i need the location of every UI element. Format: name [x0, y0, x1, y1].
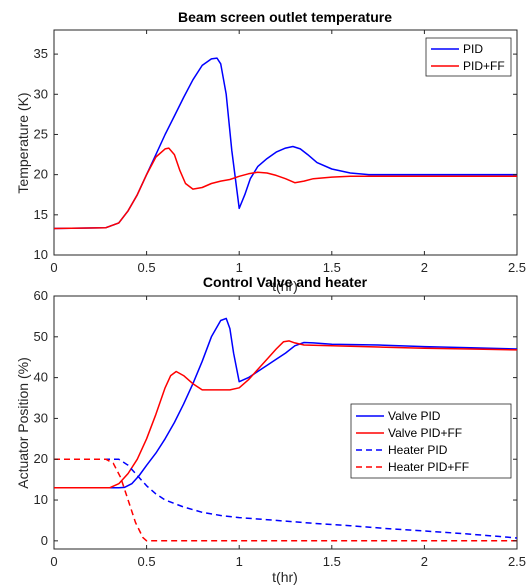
panel-2-y-tick-label: 10 [34, 492, 48, 507]
panel-2-y-tick-label: 40 [34, 370, 48, 385]
panel-2-x-label: t(hr) [272, 569, 298, 585]
panel-1-x-tick-label: 0 [50, 260, 57, 275]
legend-valve-pid-label: Valve PID [388, 409, 441, 423]
panel-1-y-tick-label: 25 [34, 126, 48, 141]
panel-2-lines [54, 317, 518, 542]
panel-2-x-tick-label: 2 [421, 554, 428, 569]
panel-2-y-ticks: 0 10 20 30 40 50 60 [34, 288, 517, 548]
panel-1-x-tick-label: 0.5 [138, 260, 156, 275]
panel-1-legend: PID PID+FF [425, 37, 512, 77]
panel-2-y-tick-label: 30 [34, 410, 48, 425]
panel-1-lines [53, 57, 517, 230]
legend-pid-label: PID [463, 42, 483, 56]
panel-1-y-tick-label: 10 [34, 247, 48, 262]
panel-2-x-ticks: 0 0.5 1 1.5 2 2.5 [50, 296, 526, 569]
panel-1-x-tick-label: 1 [236, 260, 243, 275]
panel-1-x-tick-label: 2 [421, 260, 428, 275]
legend-valve-pid-ff-label: Valve PID+FF [388, 426, 462, 440]
panel-2-title: Control Valve and heater [203, 274, 368, 290]
panel-1-legend-box [425, 37, 512, 77]
panel-1-x-tick-label: 1.5 [323, 260, 341, 275]
panel-2-y-label: Actuator Position (%) [15, 357, 31, 489]
legend-heater-pid-ff-label: Heater PID+FF [388, 460, 469, 474]
panel-1-x-ticks: 0 0.5 1 1.5 2 2.5 [50, 30, 526, 275]
panel-1-y-tick-label: 35 [34, 46, 48, 61]
panel-2-x-tick-label: 0.5 [138, 554, 156, 569]
panel-2-y-tick-label: 20 [34, 451, 48, 466]
panel-1-y-ticks: 10 15 20 25 30 35 [34, 46, 517, 262]
panel-2-x-tick-label: 1.5 [323, 554, 341, 569]
panel-2-series-heater-pid-ff [54, 458, 517, 542]
panel-2-series-valve-pid [54, 317, 518, 489]
panel-2-x-tick-label: 2.5 [508, 554, 526, 569]
panel-2-series-valve-pid-ff [54, 340, 518, 489]
panel-2-x-tick-label: 0 [50, 554, 57, 569]
panel-2-x-tick-label: 1 [236, 554, 243, 569]
panel-1-series-pid-ff [53, 147, 517, 230]
panel-1-y-tick-label: 30 [34, 86, 48, 101]
panel-2-series-heater-pid [54, 458, 518, 539]
legend-pid-ff-label: PID+FF [463, 59, 505, 73]
panel-2-y-tick-label: 0 [41, 533, 48, 548]
panel-1-title: Beam screen outlet temperature [178, 9, 392, 25]
panel-2-legend: Valve PID Valve PID+FF Heater PID Heater… [350, 403, 512, 479]
panel-2-y-tick-label: 50 [34, 329, 48, 344]
panel-1-x-label: t(hr) [272, 278, 298, 294]
panel-2-y-tick-label: 60 [34, 288, 48, 303]
panel-temperature: Beam screen outlet temperature 101520253… [15, 9, 526, 294]
legend-heater-pid-label: Heater PID [388, 443, 448, 457]
panel-1-y-tick-label: 20 [34, 167, 48, 182]
panel-1-y-label: Temperature (K) [15, 92, 31, 193]
panel-1-x-tick-label: 2.5 [508, 260, 526, 275]
panel-1-y-tick-label: 15 [34, 207, 48, 222]
